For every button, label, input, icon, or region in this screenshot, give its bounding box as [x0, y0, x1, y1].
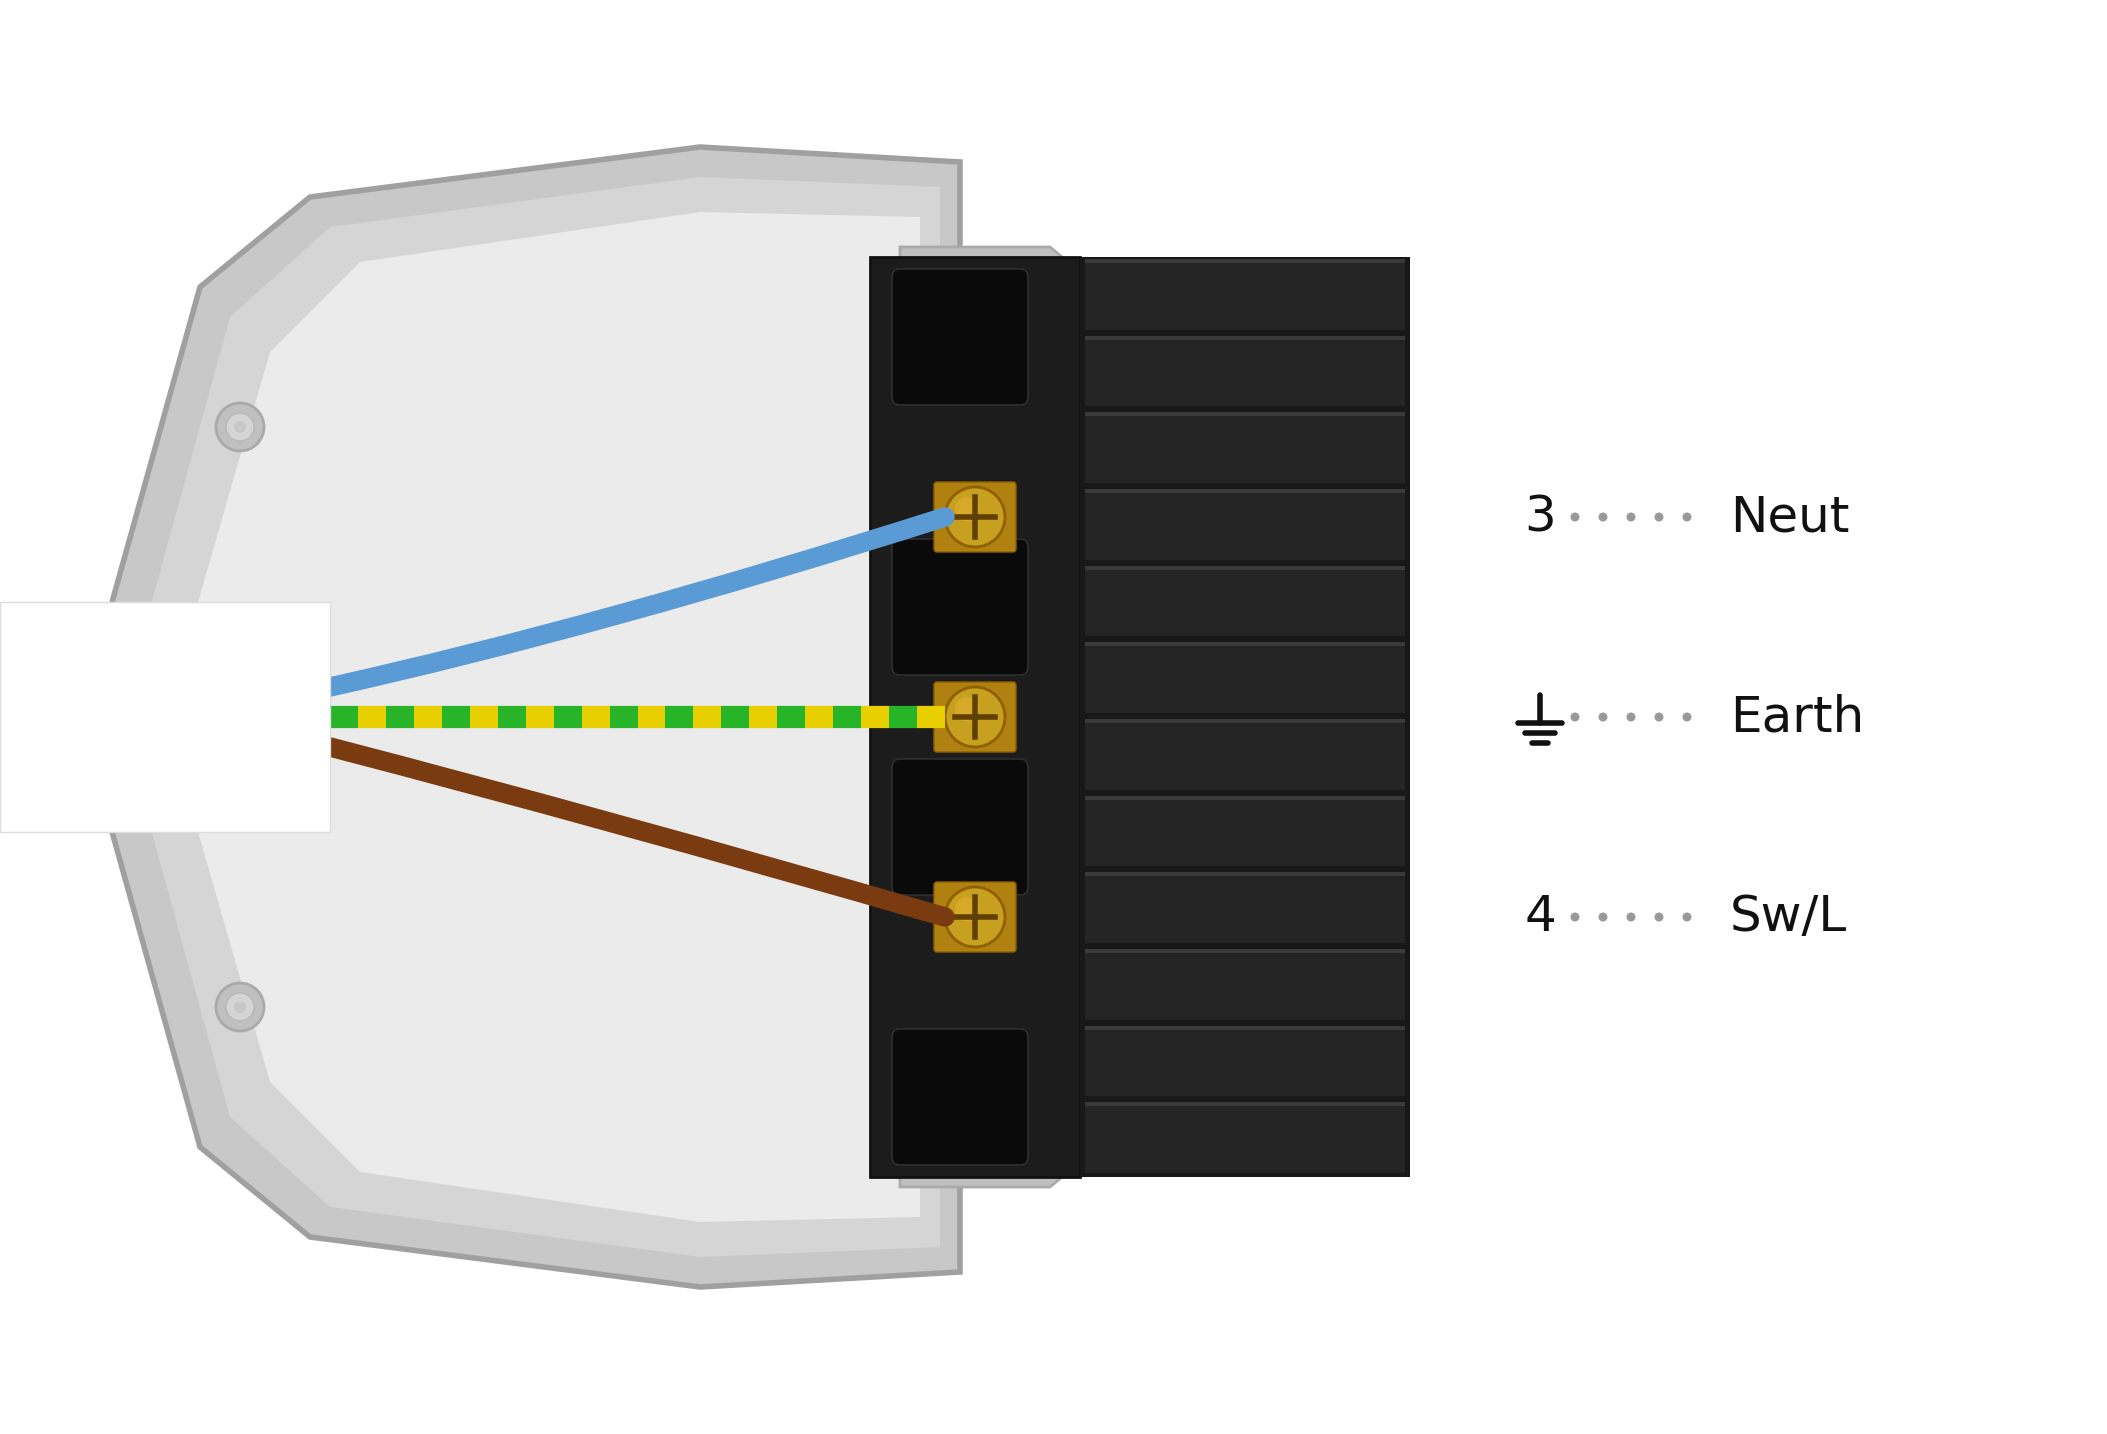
Circle shape [1570, 912, 1580, 922]
Polygon shape [900, 247, 1279, 442]
Bar [1085, 718, 1405, 790]
Circle shape [1683, 713, 1692, 721]
Bar [870, 257, 1081, 1177]
Circle shape [946, 488, 1005, 546]
Bar [1085, 718, 1405, 723]
Circle shape [946, 888, 1005, 946]
Text: Earth: Earth [1730, 693, 1865, 741]
FancyBboxPatch shape [891, 270, 1028, 404]
Bar [1085, 489, 1405, 493]
Circle shape [1627, 512, 1635, 522]
Bar [1085, 949, 1405, 954]
Bar [1085, 1025, 1405, 1097]
Polygon shape [900, 992, 1279, 1187]
Circle shape [225, 413, 255, 442]
Circle shape [1599, 713, 1608, 721]
FancyBboxPatch shape [933, 482, 1016, 552]
Bar [1085, 489, 1405, 559]
Circle shape [1683, 512, 1692, 522]
Bar [1085, 260, 1405, 262]
Circle shape [1654, 912, 1665, 922]
Bar [1085, 1103, 1405, 1173]
Bar [1085, 1025, 1405, 1030]
Bar [0, 602, 331, 832]
Polygon shape [164, 212, 921, 1222]
Circle shape [217, 982, 263, 1031]
Circle shape [954, 898, 980, 921]
Bar [1085, 796, 1405, 800]
Circle shape [234, 422, 247, 433]
Circle shape [1599, 512, 1608, 522]
Text: Sw/L: Sw/L [1730, 893, 1848, 941]
Bar [1085, 413, 1405, 483]
Circle shape [1627, 713, 1635, 721]
Circle shape [946, 687, 1005, 747]
Circle shape [954, 498, 980, 521]
Text: Neut: Neut [1730, 493, 1850, 541]
Circle shape [1683, 912, 1692, 922]
Bar [1085, 336, 1405, 340]
FancyBboxPatch shape [933, 683, 1016, 751]
Circle shape [1627, 912, 1635, 922]
Circle shape [1570, 713, 1580, 721]
FancyBboxPatch shape [933, 882, 1016, 952]
FancyBboxPatch shape [891, 1030, 1028, 1164]
Bar [1085, 949, 1405, 1020]
Bar [1081, 257, 1410, 1177]
Circle shape [1654, 713, 1665, 721]
Bar [1085, 260, 1405, 330]
Circle shape [217, 403, 263, 452]
Bar [1085, 1103, 1405, 1107]
Bar [1085, 565, 1405, 569]
Bar [1085, 796, 1405, 866]
Circle shape [1570, 512, 1580, 522]
Bar [1085, 872, 1405, 944]
FancyBboxPatch shape [891, 759, 1028, 895]
Bar [1085, 642, 1405, 713]
Circle shape [1599, 912, 1608, 922]
Bar [1085, 872, 1405, 876]
FancyBboxPatch shape [891, 539, 1028, 675]
Polygon shape [120, 176, 940, 1258]
Text: 4: 4 [1523, 893, 1555, 941]
Bar [1085, 336, 1405, 406]
Circle shape [954, 697, 980, 721]
Bar [1085, 642, 1405, 647]
Bar [1085, 565, 1405, 637]
Circle shape [225, 992, 255, 1021]
Bar [1085, 413, 1405, 416]
Circle shape [1654, 512, 1665, 522]
Circle shape [234, 1001, 247, 1012]
Polygon shape [80, 148, 961, 1286]
Text: 3: 3 [1523, 493, 1555, 541]
